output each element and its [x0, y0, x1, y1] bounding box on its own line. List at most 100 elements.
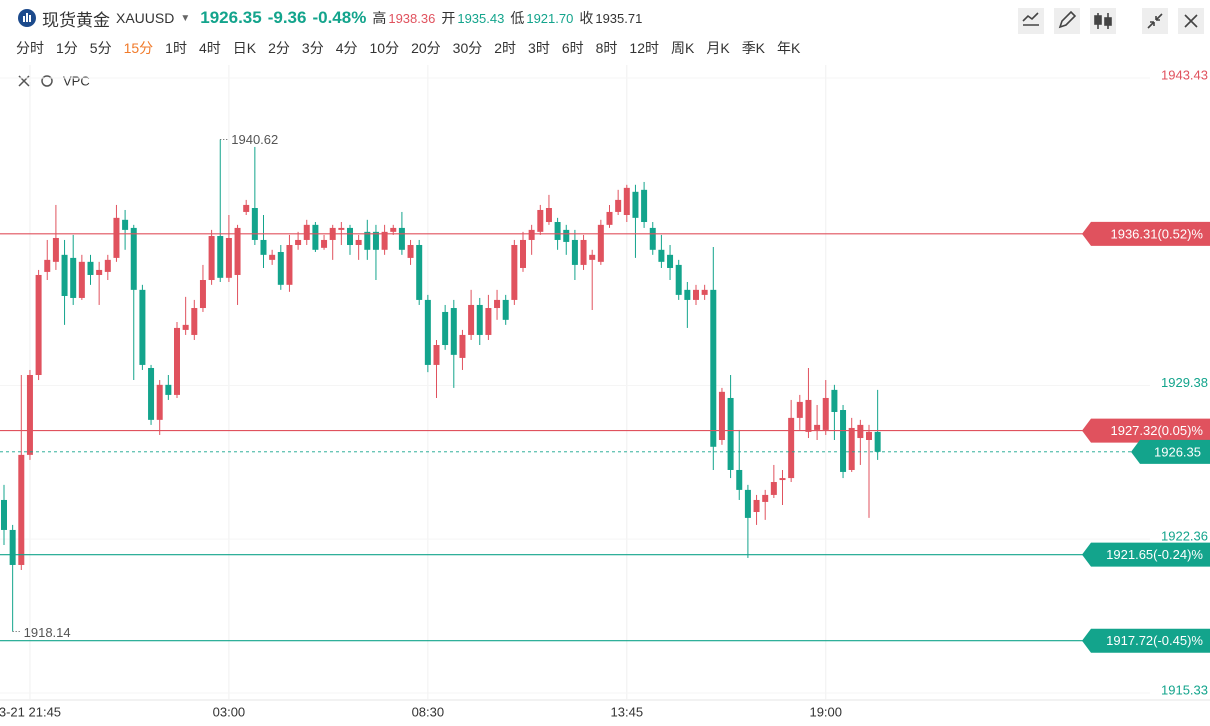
interval[interactable]: 10分 [369, 40, 400, 56]
interval[interactable]: 季K [741, 40, 766, 56]
close: 1935.71 [595, 10, 643, 26]
tool-button[interactable] [1018, 8, 1044, 34]
interval[interactable]: 2分 [268, 40, 290, 56]
candle-body [243, 204, 250, 212]
interval[interactable]: 日K [232, 40, 257, 56]
interval[interactable]: 3分 [301, 40, 324, 56]
candle-body [139, 289, 146, 365]
candle-body [321, 239, 328, 248]
low-label: 1918.14 [24, 625, 71, 640]
candle-body [545, 208, 552, 223]
level-tag [1082, 221, 1210, 246]
candle-body [260, 239, 267, 255]
candle-body [78, 261, 85, 298]
candle-body [312, 224, 319, 250]
candle-body [615, 199, 622, 212]
candle-body [381, 231, 388, 250]
interval[interactable]: 30分 [452, 40, 483, 56]
logo [18, 9, 36, 27]
interval[interactable]: 15分 [123, 40, 154, 56]
candle-body [667, 254, 674, 268]
interval[interactable]: 8时 [595, 40, 618, 56]
y-tick-label: 1943.43 [1161, 67, 1208, 82]
candle-body [788, 417, 795, 479]
candle-body [528, 229, 535, 240]
icon [1104, 17, 1112, 26]
candle-body [286, 244, 293, 285]
candle-body [156, 384, 163, 420]
candle-body [148, 367, 155, 420]
candle-body [762, 494, 769, 502]
interval[interactable]: 12时 [629, 40, 659, 56]
candle-body [710, 289, 717, 447]
candle-body [122, 219, 129, 230]
interval[interactable]: 20分 [411, 40, 441, 56]
candle-body [424, 299, 431, 365]
candle-body [814, 424, 821, 430]
candle-body [744, 489, 751, 518]
label: 收 [579, 10, 594, 26]
icon [1147, 13, 1163, 29]
candle-body [407, 244, 414, 258]
candle-body [277, 251, 284, 285]
candle-body [494, 299, 501, 309]
candle-body [727, 397, 734, 470]
price: 1926.35 [200, 8, 262, 27]
interval[interactable]: 1时 [165, 40, 187, 56]
candle-body [35, 274, 42, 375]
interval[interactable]: 1分 [56, 40, 78, 56]
interval[interactable]: 3时 [528, 40, 550, 56]
candle-body [208, 236, 215, 281]
candle-body [649, 227, 656, 250]
candle-body [269, 254, 276, 260]
x-tick-label: 08:30 [412, 704, 445, 719]
candle-body [589, 254, 596, 260]
x-tick-label: 19:00 [809, 704, 842, 719]
candle-body [225, 237, 232, 278]
candle-body [632, 191, 639, 218]
candle-body [684, 289, 691, 300]
candle-body [822, 397, 829, 430]
y-tick-label: 1929.38 [1161, 375, 1208, 390]
header: 现货黄金 XAUUSD ▼ 1926.35 -9.36 -0.48% 高 1938… [0, 0, 1210, 36]
candle-body [796, 401, 803, 418]
candle-body [718, 391, 725, 440]
candle-body [182, 324, 189, 330]
interval[interactable]: 月K [706, 40, 730, 56]
candle-body [753, 499, 760, 513]
candle-body [347, 227, 353, 245]
tool-button[interactable] [1090, 8, 1116, 34]
interval[interactable]: 5分 [89, 40, 112, 56]
x-tick-label: 13:45 [611, 704, 644, 719]
candle-body [52, 237, 59, 262]
dropdown[interactable]: ▼ [180, 12, 191, 24]
settings-icon[interactable] [41, 75, 53, 87]
candle-body [580, 239, 587, 265]
candle-body [502, 299, 509, 320]
candle-body [113, 217, 120, 258]
candle-body [70, 257, 77, 298]
candle-body [372, 231, 379, 250]
candle-body [597, 224, 604, 262]
interval[interactable]: 6时 [561, 40, 584, 56]
interval[interactable]: 2时 [494, 40, 517, 56]
symbol[interactable]: XAUUSD [116, 10, 175, 26]
interval[interactable]: 分时 [16, 40, 44, 56]
interval[interactable]: 年K [777, 40, 801, 56]
candle-body [96, 269, 103, 275]
interval[interactable]: 4分 [335, 40, 358, 56]
interval[interactable]: 周K [671, 40, 695, 56]
interval[interactable]: 4时 [198, 40, 221, 56]
toolbar [1018, 8, 1204, 34]
tool-button[interactable] [1142, 8, 1168, 34]
candle-body [770, 482, 777, 495]
candle-body [1, 499, 7, 530]
candle-body [199, 280, 206, 309]
candle-body [485, 308, 492, 335]
candle-body [563, 229, 570, 242]
candle-body [866, 431, 872, 440]
level-tag [1082, 542, 1210, 567]
tool-button[interactable] [1054, 8, 1080, 34]
candle-body [26, 374, 33, 455]
label: 高 [372, 10, 387, 26]
